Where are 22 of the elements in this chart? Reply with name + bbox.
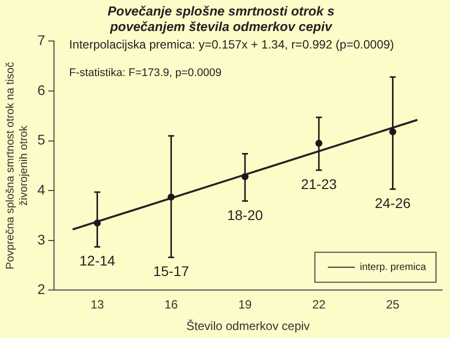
annotation: 21-23 [300, 176, 337, 192]
x-tick-label: 13 [90, 298, 104, 312]
x-tick-label: 22 [312, 298, 326, 312]
x-tick-label: 19 [238, 298, 252, 312]
legend-label: interp. premica [360, 262, 426, 273]
annotation: 15-17 [153, 263, 190, 280]
y-tick-label: 4 [37, 181, 46, 198]
y-tick-label: 3 [37, 231, 46, 248]
y-tick-label: 7 [37, 32, 46, 48]
y-axis-title: Povprečna splošna smrtnost otrok na tisoč živorojenih otrok [4, 62, 30, 270]
annotation: F-statistika: F=173.9, p=0.0009 [69, 67, 222, 80]
annotation: Interpolacijska premica: y=0.157x + 1.34, r=0.992 (p=0.0009) [69, 38, 394, 52]
annotation: 18-20 [227, 206, 264, 223]
chart-title: Povečanje splošne smrtnosti otrok s povečanjem števila odmerkov cepiv [108, 3, 334, 34]
annotation: 24-26 [374, 194, 411, 211]
annotation: 12-14 [79, 252, 116, 269]
x-tick-label: 25 [386, 298, 400, 312]
y-tick-label: 6 [37, 82, 46, 98]
y-tick-label: 2 [37, 281, 46, 298]
x-axis-title: Število odmerkov cepiv [186, 319, 310, 334]
y-tick-label: 5 [37, 132, 46, 148]
x-tick-label: 16 [164, 298, 178, 312]
